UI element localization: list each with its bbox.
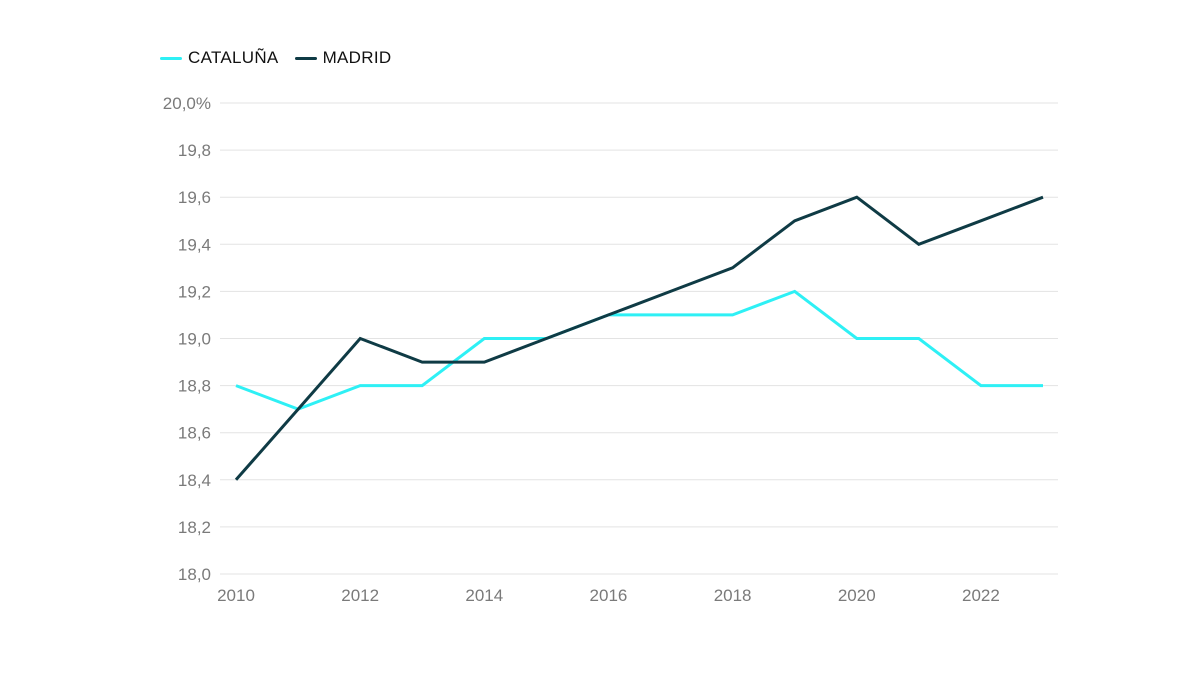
y-tick-label: 19,8 [178, 141, 211, 160]
y-tick-label: 19,2 [178, 282, 211, 301]
y-axis-ticks: 18,0 18,2 18,4 18,6 18,8 19,0 19,2 19,4 19,6 19,8… [163, 94, 211, 584]
legend-label-madrid: MADRID [322, 48, 392, 67]
legend-item-cataluna: CATALUÑA [160, 48, 279, 68]
y-tick-label: 19,4 [178, 235, 211, 254]
y-tick-label: 18,0 [178, 565, 211, 584]
x-tick-label: 2020 [838, 586, 876, 605]
y-tick-label: 18,6 [178, 424, 211, 443]
legend: CATALUÑA MADRID [160, 48, 391, 68]
y-tick-label: 19,6 [178, 188, 211, 207]
y-tick-label: 19,0 [178, 330, 211, 349]
legend-swatch-cataluna [160, 56, 182, 60]
x-tick-label: 2012 [341, 586, 379, 605]
series-line-cataluna [235, 289, 1043, 411]
y-tick-label: 18,2 [178, 518, 211, 537]
legend-item-madrid: MADRID [294, 48, 392, 68]
y-tick-label: 18,4 [178, 471, 211, 490]
series-lines [234, 195, 1044, 481]
x-tick-label: 2010 [217, 586, 255, 605]
x-tick-label: 2022 [962, 586, 1000, 605]
y-tick-label: 18,8 [178, 377, 211, 396]
y-tick-label: 20,0% [163, 94, 211, 113]
gridlines [220, 102, 1058, 575]
x-tick-label: 2014 [465, 586, 503, 605]
legend-swatch-madrid [294, 56, 317, 60]
legend-label-cataluna: CATALUÑA [188, 48, 279, 67]
x-tick-label: 2018 [714, 586, 752, 605]
series-line-madrid [234, 195, 1044, 481]
x-axis-ticks: 2010 2012 2014 2016 2018 2020 2022 [217, 586, 1000, 605]
x-tick-label: 2016 [590, 586, 628, 605]
